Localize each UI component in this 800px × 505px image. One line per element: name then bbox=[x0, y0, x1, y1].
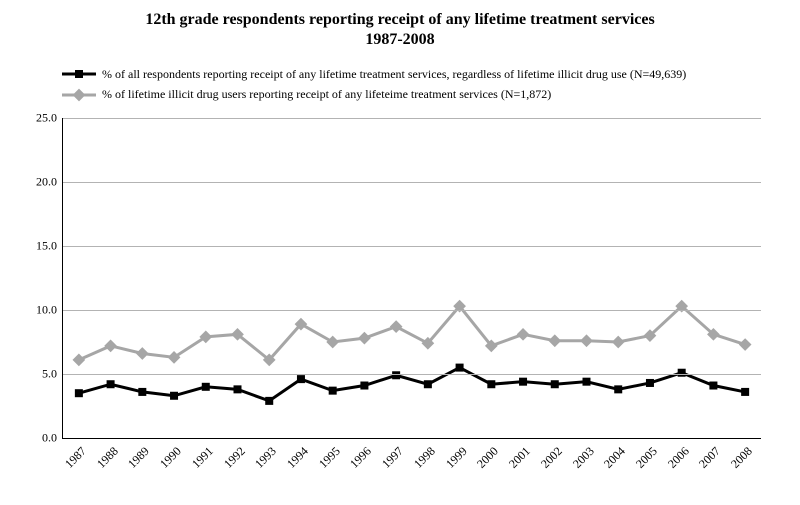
x-tick-label: 1987 bbox=[62, 444, 90, 472]
series-svg bbox=[63, 118, 761, 438]
x-tick-label: 1999 bbox=[443, 444, 471, 472]
x-tick-label: 2008 bbox=[728, 444, 756, 472]
series-marker-all bbox=[709, 382, 717, 390]
chart-title: 12th grade respondents reporting receipt… bbox=[0, 0, 800, 50]
x-tick-label: 1993 bbox=[252, 444, 280, 472]
series-marker-users bbox=[326, 336, 339, 349]
series-marker-all bbox=[234, 385, 242, 393]
series-marker-all bbox=[138, 388, 146, 396]
plot-area: 0.05.010.015.020.025.0198719881989199019… bbox=[62, 118, 761, 439]
y-tick-label: 25.0 bbox=[36, 111, 57, 126]
series-marker-all bbox=[741, 388, 749, 396]
series-marker-all bbox=[646, 379, 654, 387]
series-line-all bbox=[79, 368, 745, 401]
legend-swatch-users bbox=[62, 88, 96, 102]
legend-label-all: % of all respondents reporting receipt o… bbox=[102, 64, 686, 84]
chart-title-line2: 1987-2008 bbox=[0, 30, 800, 50]
x-tick-label: 1991 bbox=[189, 444, 217, 472]
y-tick-label: 5.0 bbox=[42, 367, 57, 382]
y-tick-label: 15.0 bbox=[36, 239, 57, 254]
series-marker-users bbox=[358, 332, 371, 345]
x-tick-label: 1997 bbox=[379, 444, 407, 472]
series-line-users bbox=[79, 306, 745, 360]
x-tick-label: 2007 bbox=[696, 444, 724, 472]
series-marker-all bbox=[265, 397, 273, 405]
y-tick-label: 0.0 bbox=[42, 431, 57, 446]
series-marker-all bbox=[392, 371, 400, 379]
series-marker-all bbox=[424, 380, 432, 388]
legend-label-users: % of lifetime illicit drug users reporti… bbox=[102, 84, 551, 104]
series-marker-all bbox=[519, 378, 527, 386]
series-marker-all bbox=[297, 375, 305, 383]
x-tick-label: 1998 bbox=[411, 444, 439, 472]
x-tick-label: 1996 bbox=[347, 444, 375, 472]
x-tick-label: 1992 bbox=[221, 444, 249, 472]
gridline bbox=[63, 182, 761, 183]
x-tick-label: 2006 bbox=[665, 444, 693, 472]
legend-swatch-all bbox=[62, 67, 96, 81]
chart-container: 12th grade respondents reporting receipt… bbox=[0, 0, 800, 505]
series-marker-all bbox=[360, 382, 368, 390]
series-marker-all bbox=[456, 364, 464, 372]
series-marker-users bbox=[72, 354, 85, 367]
gridline bbox=[63, 118, 761, 119]
x-tick-label: 2004 bbox=[601, 444, 629, 472]
x-tick-label: 2001 bbox=[506, 444, 534, 472]
x-tick-label: 1989 bbox=[125, 444, 153, 472]
gridline bbox=[63, 246, 761, 247]
series-marker-all bbox=[202, 383, 210, 391]
legend-item-all: % of all respondents reporting receipt o… bbox=[62, 64, 686, 84]
series-marker-all bbox=[75, 389, 83, 397]
series-marker-users bbox=[548, 334, 561, 347]
chart-title-line1: 12th grade respondents reporting receipt… bbox=[0, 10, 800, 30]
x-tick-label: 1995 bbox=[316, 444, 344, 472]
x-tick-label: 1990 bbox=[157, 444, 185, 472]
x-tick-label: 2002 bbox=[538, 444, 566, 472]
series-marker-all bbox=[614, 385, 622, 393]
series-marker-users bbox=[612, 336, 625, 349]
series-marker-users bbox=[104, 339, 117, 352]
series-marker-all bbox=[329, 387, 337, 395]
gridline bbox=[63, 310, 761, 311]
x-tick-label: 2003 bbox=[570, 444, 598, 472]
series-marker-all bbox=[107, 380, 115, 388]
series-marker-users bbox=[390, 320, 403, 333]
series-marker-all bbox=[583, 378, 591, 386]
x-tick-label: 1988 bbox=[94, 444, 122, 472]
series-marker-all bbox=[170, 392, 178, 400]
x-tick-label: 2000 bbox=[474, 444, 502, 472]
legend: % of all respondents reporting receipt o… bbox=[62, 64, 686, 105]
series-marker-all bbox=[487, 380, 495, 388]
series-marker-users bbox=[739, 338, 752, 351]
series-marker-users bbox=[580, 334, 593, 347]
series-marker-all bbox=[551, 380, 559, 388]
y-tick-label: 20.0 bbox=[36, 175, 57, 190]
series-marker-all bbox=[678, 369, 686, 377]
legend-item-users: % of lifetime illicit drug users reporti… bbox=[62, 84, 686, 104]
x-tick-label: 2005 bbox=[633, 444, 661, 472]
x-tick-label: 1994 bbox=[284, 444, 312, 472]
gridline bbox=[63, 374, 761, 375]
y-tick-label: 10.0 bbox=[36, 303, 57, 318]
series-marker-users bbox=[136, 347, 149, 360]
series-marker-users bbox=[517, 328, 530, 341]
